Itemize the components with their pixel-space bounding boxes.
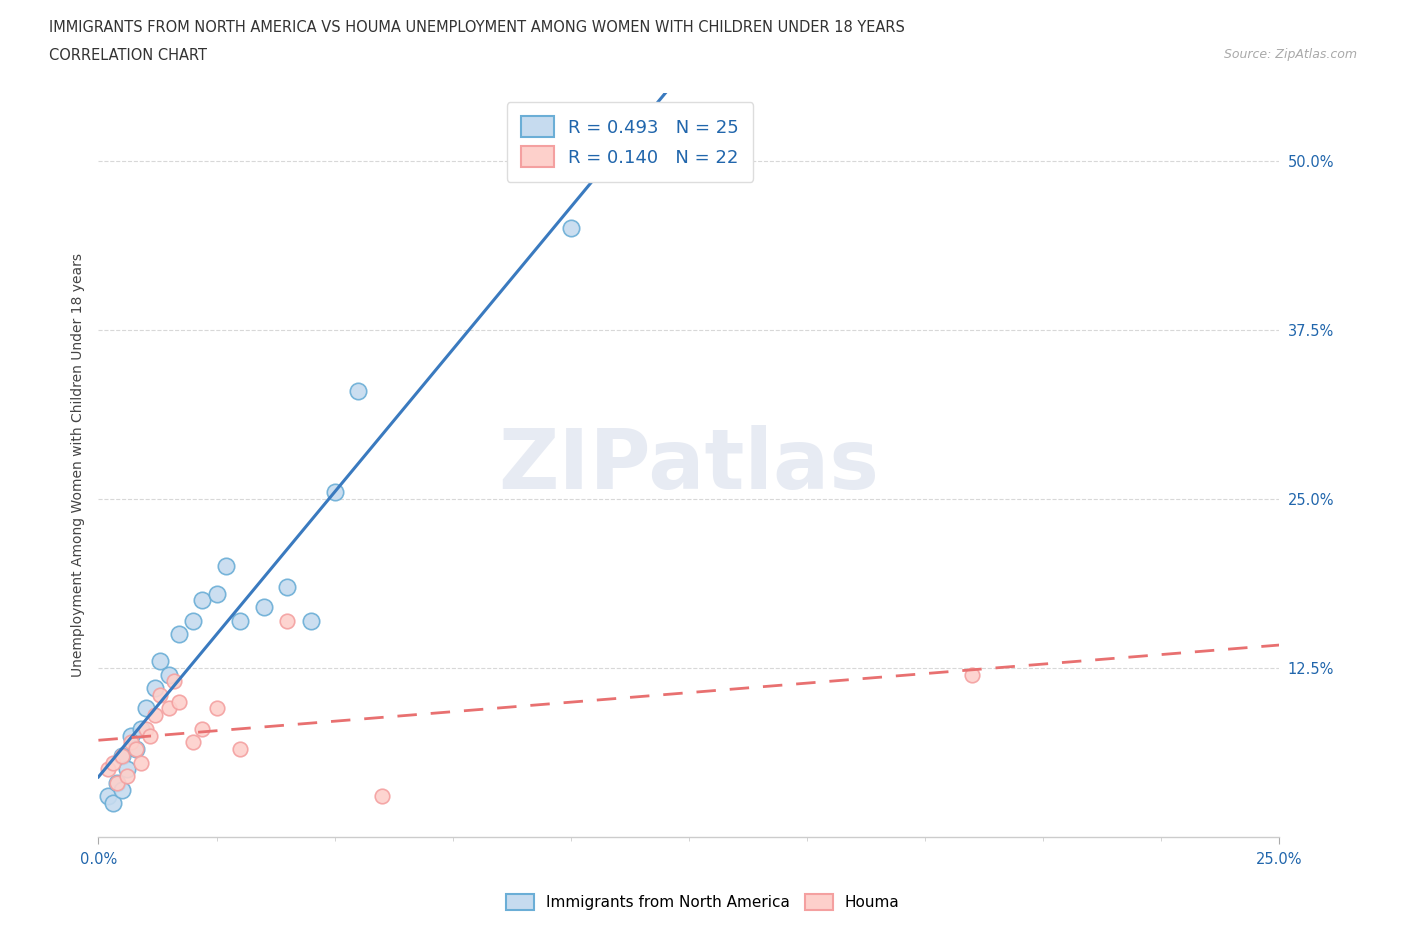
Point <box>229 613 252 628</box>
Point <box>121 735 143 750</box>
Point <box>105 776 128 790</box>
Point <box>97 789 120 804</box>
Point <box>167 695 190 710</box>
Point <box>191 722 214 737</box>
Point <box>205 586 228 601</box>
Point <box>129 722 152 737</box>
Point <box>125 741 148 756</box>
Point <box>97 762 120 777</box>
Point <box>121 728 143 743</box>
Legend: Immigrants from North America, Houma: Immigrants from North America, Houma <box>499 886 907 918</box>
Text: IMMIGRANTS FROM NORTH AMERICA VS HOUMA UNEMPLOYMENT AMONG WOMEN WITH CHILDREN UN: IMMIGRANTS FROM NORTH AMERICA VS HOUMA U… <box>49 20 905 35</box>
Point <box>157 701 180 716</box>
Point <box>157 667 180 682</box>
Point <box>347 383 370 398</box>
Point <box>205 701 228 716</box>
Point <box>101 755 124 770</box>
Point <box>229 741 252 756</box>
Point <box>276 613 298 628</box>
Point <box>125 741 148 756</box>
Point <box>191 592 214 607</box>
Point <box>149 654 172 669</box>
Point <box>163 674 186 689</box>
Point <box>181 735 204 750</box>
Point <box>215 559 238 574</box>
Legend: R = 0.493   N = 25, R = 0.140   N = 22: R = 0.493 N = 25, R = 0.140 N = 22 <box>506 102 754 181</box>
Point <box>560 220 582 235</box>
Point <box>135 722 157 737</box>
Point <box>299 613 322 628</box>
Text: ZIPatlas: ZIPatlas <box>499 424 879 506</box>
Point <box>253 600 276 615</box>
Point <box>111 749 134 764</box>
Point <box>143 681 166 696</box>
Point <box>149 687 172 702</box>
Point <box>135 701 157 716</box>
Text: CORRELATION CHART: CORRELATION CHART <box>49 48 207 63</box>
Point <box>139 728 162 743</box>
Point <box>111 782 134 797</box>
Y-axis label: Unemployment Among Women with Children Under 18 years: Unemployment Among Women with Children U… <box>70 253 84 677</box>
Point <box>371 789 394 804</box>
Point <box>962 667 984 682</box>
Point <box>101 796 124 811</box>
Point <box>323 485 346 499</box>
Point <box>105 776 128 790</box>
Point <box>115 762 138 777</box>
Point <box>115 769 138 784</box>
Point <box>111 749 134 764</box>
Point <box>181 613 204 628</box>
Point <box>167 627 190 642</box>
Text: Source: ZipAtlas.com: Source: ZipAtlas.com <box>1223 48 1357 61</box>
Point <box>143 708 166 723</box>
Point <box>129 755 152 770</box>
Point <box>276 579 298 594</box>
